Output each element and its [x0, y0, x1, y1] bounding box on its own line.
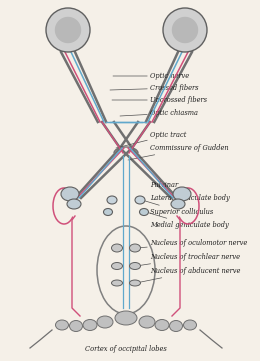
Text: Superior colliculus: Superior colliculus [142, 200, 213, 216]
Text: Cortex of occipital lobes: Cortex of occipital lobes [85, 345, 167, 353]
Ellipse shape [171, 199, 185, 209]
Text: Nucleus of oculomotor nerve: Nucleus of oculomotor nerve [136, 239, 247, 248]
Text: Optic chiasma: Optic chiasma [120, 109, 198, 117]
Text: Commissure of Gudden: Commissure of Gudden [128, 144, 229, 160]
Ellipse shape [83, 319, 97, 331]
Ellipse shape [135, 196, 145, 204]
Circle shape [46, 8, 90, 52]
Ellipse shape [67, 199, 81, 209]
Text: Nucleus of trochlear nerve: Nucleus of trochlear nerve [136, 253, 240, 266]
Ellipse shape [155, 319, 169, 331]
Ellipse shape [103, 209, 113, 216]
Ellipse shape [184, 320, 197, 330]
Ellipse shape [129, 280, 140, 286]
Ellipse shape [139, 316, 155, 328]
Ellipse shape [55, 320, 68, 330]
Text: Nucleus of abducent nerve: Nucleus of abducent nerve [136, 267, 241, 283]
Ellipse shape [129, 244, 140, 252]
Ellipse shape [173, 187, 191, 201]
Ellipse shape [129, 262, 140, 270]
Circle shape [163, 8, 207, 52]
Ellipse shape [112, 280, 122, 286]
Ellipse shape [140, 209, 148, 216]
Ellipse shape [112, 244, 122, 252]
Text: Optic tract: Optic tract [116, 131, 186, 148]
Text: Medial geniculate body: Medial geniculate body [146, 212, 229, 229]
Ellipse shape [170, 321, 183, 331]
Ellipse shape [61, 187, 79, 201]
Ellipse shape [112, 262, 122, 270]
Circle shape [172, 17, 198, 43]
Text: Uncrossed fibers: Uncrossed fibers [112, 96, 207, 104]
Ellipse shape [69, 321, 82, 331]
Text: Crossed fibers: Crossed fibers [110, 84, 198, 92]
Text: Pulvinar: Pulvinar [150, 181, 178, 192]
Ellipse shape [115, 311, 137, 325]
Circle shape [55, 17, 81, 43]
Ellipse shape [107, 196, 117, 204]
Ellipse shape [97, 316, 113, 328]
Text: Lateral geniculate body: Lateral geniculate body [150, 194, 230, 204]
Text: Optic nerve: Optic nerve [113, 72, 189, 80]
